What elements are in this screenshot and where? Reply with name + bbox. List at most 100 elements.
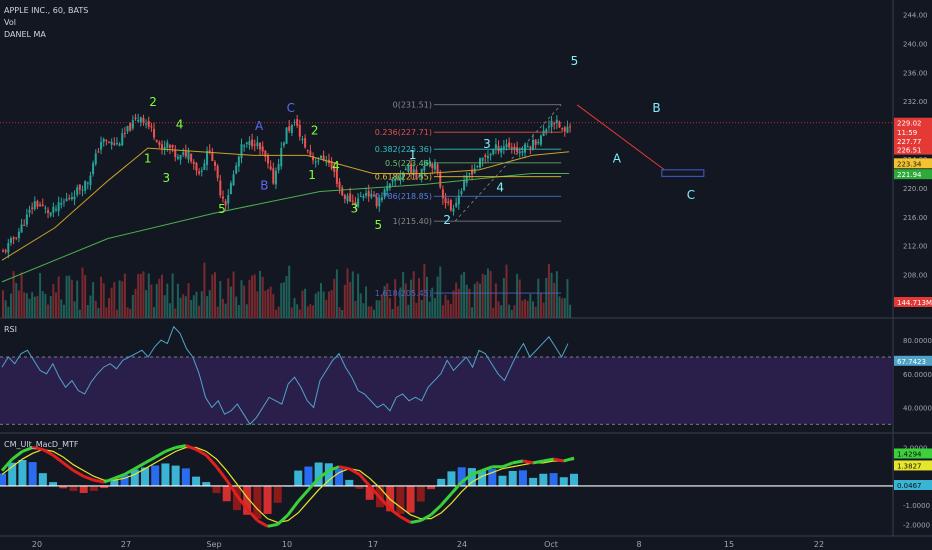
candle-body — [115, 143, 118, 145]
macd-histogram-bar — [253, 485, 262, 519]
volume-bar — [362, 303, 365, 318]
macd-histogram-bar — [355, 485, 364, 489]
volume-bar — [341, 309, 344, 318]
candle-body — [277, 164, 280, 171]
volume-bar — [147, 273, 150, 318]
macd-line-segment — [235, 494, 249, 510]
macd-histogram-bar — [130, 469, 139, 486]
candle-body — [481, 157, 484, 162]
candle-body — [203, 163, 206, 170]
macd-line-segment — [113, 473, 126, 480]
macd-histogram-bar — [59, 485, 68, 489]
volume-bar — [333, 278, 336, 318]
candle-body — [561, 128, 564, 130]
volume-bar — [285, 276, 288, 318]
price-tag-bg — [894, 169, 932, 180]
candle-body — [494, 144, 497, 149]
candle-body — [439, 171, 442, 188]
candle-body — [2, 250, 4, 252]
candle-body — [92, 163, 95, 174]
macd-histogram-bar — [447, 471, 456, 486]
volume-bar — [211, 274, 214, 318]
volume-bar — [431, 287, 434, 318]
candle-body — [484, 155, 487, 157]
volume-bar — [428, 301, 431, 318]
candle-body — [161, 144, 163, 149]
candle-body — [441, 189, 444, 199]
price-tag-bg — [894, 144, 932, 155]
candle-body — [341, 187, 344, 196]
volume-bar — [407, 304, 410, 318]
volume-bar — [52, 284, 55, 318]
candle-body — [62, 201, 65, 203]
volume-bar — [330, 290, 333, 318]
candle-body — [399, 176, 402, 180]
volume-bar — [139, 273, 142, 318]
macd-line-segment — [378, 496, 392, 511]
candle-body — [431, 164, 434, 169]
candle-body — [391, 179, 394, 182]
candle-body — [563, 127, 566, 132]
candle-body — [129, 123, 132, 131]
volume-bar — [282, 282, 285, 318]
volume-bar — [2, 290, 4, 318]
volume-bar — [184, 296, 187, 318]
price-tag-bg — [894, 117, 932, 128]
fib-level-label: 0.786(218.85) — [375, 192, 432, 201]
volume-bar — [388, 298, 391, 318]
candle-body — [184, 150, 187, 157]
candle-body — [47, 210, 50, 213]
candle-body — [60, 203, 63, 205]
volume-bar — [86, 304, 89, 318]
volume-bar — [227, 278, 230, 318]
candle-body — [436, 164, 439, 174]
volume-bar — [221, 298, 224, 318]
elliott-wave-label: 3 — [351, 201, 359, 215]
volume-bar — [415, 302, 418, 318]
volume-bar — [214, 272, 216, 318]
volume-bar — [203, 262, 206, 318]
volume-bar — [176, 283, 179, 318]
elliott-wave-label: 1 — [144, 152, 152, 166]
volume-bar — [539, 292, 542, 318]
volume-bar — [115, 309, 118, 318]
macd-histogram-bar — [314, 462, 323, 486]
volume-bar — [131, 294, 134, 318]
candle-body — [78, 184, 81, 190]
price-tag: 11:59 — [897, 129, 917, 137]
volume-bar — [84, 275, 87, 318]
candle-body — [108, 141, 110, 143]
candle-body — [248, 141, 251, 146]
target-box — [661, 169, 705, 177]
macd-histogram-bar — [437, 478, 446, 486]
macd-line-segment — [317, 469, 330, 480]
fib-level-label: 0.5(223.46) — [385, 159, 432, 168]
volume-bar — [145, 290, 148, 318]
volume-bar — [441, 305, 444, 318]
macd-histogram-bar — [79, 485, 88, 493]
candle-body — [357, 198, 360, 207]
candle-body — [118, 143, 121, 146]
macd-histogram-bar — [141, 467, 149, 486]
candle-body — [497, 146, 500, 152]
macd-line-segment — [195, 448, 208, 457]
price-tag: 144.713M — [897, 299, 932, 307]
candle-body — [49, 212, 52, 216]
fib-trendline — [454, 104, 562, 222]
volume-bar — [259, 270, 262, 318]
volume-bar — [569, 304, 572, 318]
macd-histogram-bar — [18, 460, 27, 486]
candle-body — [39, 204, 42, 206]
candle-body — [131, 120, 134, 129]
macd-histogram-bar — [89, 485, 98, 491]
candle-body — [526, 146, 529, 148]
ma-slow-line — [1, 172, 570, 283]
candle-body — [386, 185, 389, 192]
candle-body — [312, 155, 315, 161]
macd-line-segment — [328, 465, 340, 472]
time-axis-tick: 17 — [368, 540, 378, 549]
macd-line-segment — [553, 457, 565, 463]
candle-body — [89, 175, 92, 185]
macd-line-segment — [52, 454, 65, 465]
volume-bar — [309, 304, 312, 318]
